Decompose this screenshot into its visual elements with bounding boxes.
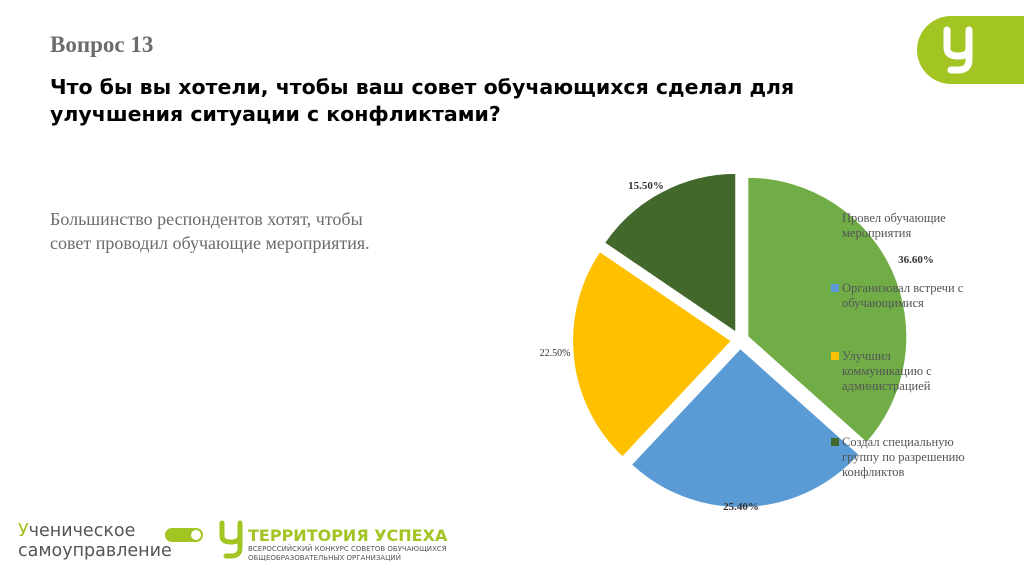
toggle-icon (165, 528, 203, 542)
slice-value-label: 22.50% (540, 348, 571, 359)
question-title: Что бы вы хотели, чтобы ваш совет обучаю… (50, 75, 795, 126)
pie-slice (602, 171, 738, 335)
summary-line-2: совет проводил обучающие мероприятия. (50, 233, 370, 253)
legend-label: Провел обучающие (842, 211, 946, 225)
student-government-logo: Ученическое самоуправление (18, 521, 172, 561)
legend-label: обучающимися (842, 296, 924, 310)
question-number: Вопрос 13 (50, 32, 154, 57)
summary-text: Большинство респондентов хотят, чтобы со… (50, 207, 410, 255)
logo2-subtitle-line-1: ВСЕРОССИЙСКИЙ КОНКУРС СОВЕТОВ ОБУЧАЮЩИХС… (248, 545, 447, 553)
legend-swatch (831, 284, 839, 292)
legend-label: конфликтов (842, 465, 905, 479)
logo2-subtitle-line-2: ОБЩЕОБРАЗОВАТЕЛЬНЫХ ОРГАНИЗАЦИЙ (248, 554, 401, 562)
logo-letter: У (18, 521, 29, 541)
legend-label: Улучшил (842, 349, 891, 363)
logo-word-1: ченическое (28, 521, 136, 541)
legend-label: администрацией (842, 379, 931, 393)
legend-label: коммуникацию с (842, 364, 932, 378)
legend-label: мероприятия (842, 226, 911, 240)
legend-label: Создал специальную (842, 435, 954, 449)
logo2-subtitle: ВСЕРОССИЙСКИЙ КОНКУРС СОВЕТОВ ОБУЧАЮЩИХС… (248, 545, 447, 563)
u-logo-icon (943, 26, 973, 74)
legend-swatch (831, 352, 839, 360)
slice-value-label: 25.40% (723, 501, 759, 513)
brand-logo-badge (917, 16, 1024, 84)
legend-label: группу по разрешению (842, 450, 965, 464)
pie-slice (571, 249, 734, 459)
legend-swatch (831, 438, 839, 446)
legend-label: Организовал встречи с (842, 281, 964, 295)
pie-slice (746, 175, 909, 445)
legend-swatch (831, 214, 839, 222)
slice-value-label: 15.50% (628, 180, 664, 192)
pie-slice (629, 346, 862, 509)
logo2-title: ТЕРРИТОРИЯ УСПЕХА (248, 526, 448, 545)
u-logo-small-icon (219, 520, 243, 559)
slice-value-label: 36.60% (898, 254, 934, 266)
logo-word-2: самоуправление (18, 541, 172, 561)
summary-line-1: Большинство респондентов хотят, чтобы (50, 209, 363, 229)
